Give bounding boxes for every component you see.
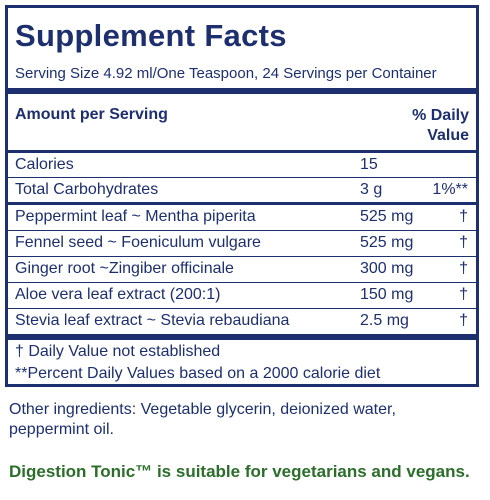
suitability-note: Digestion Tonic™ is suitable for vegetar…	[9, 462, 470, 481]
row-ginger: Ginger root ~Zingiber officinale 300 mg …	[8, 257, 476, 281]
footnote-dagger: † Daily Value not established	[15, 343, 221, 360]
row-name: Calories	[15, 156, 74, 173]
row-name: Ginger root ~Zingiber officinale	[15, 260, 234, 277]
row-rule	[8, 230, 476, 231]
row-rule	[8, 256, 476, 257]
row-amount: 150 mg	[360, 286, 414, 303]
row-dv: †	[459, 208, 468, 225]
row-dv: †	[459, 260, 468, 277]
header-amount-per-serving: Amount per Serving	[15, 106, 168, 123]
row-total-carbohydrates: Total Carbohydrates 3 g 1%**	[8, 178, 476, 202]
row-name: Total Carbohydrates	[15, 181, 159, 198]
divider-ingredients	[8, 202, 476, 205]
row-name: Stevia leaf extract ~ Stevia rebaudiana	[15, 312, 290, 329]
other-ingredients: Other ingredients: Vegetable glycerin, d…	[9, 401, 396, 438]
row-amount: 3 g	[360, 181, 383, 198]
row-stevia: Stevia leaf extract ~ Stevia rebaudiana …	[8, 309, 476, 333]
row-dv: †	[459, 312, 468, 329]
row-dv: †	[459, 234, 468, 251]
panel-title: Supplement Facts	[15, 18, 287, 53]
row-calories: Calories 15	[8, 153, 476, 177]
row-name: Fennel seed ~ Foeniculum vulgare	[15, 234, 261, 251]
footnote-percent: **Percent Daily Values based on a 2000 c…	[15, 365, 381, 382]
divider-thick-bottom	[8, 334, 476, 340]
row-amount: 2.5 mg	[360, 312, 409, 329]
header-daily-value: % Daily Value	[412, 106, 469, 146]
header-dv-line2: Value	[427, 127, 469, 144]
row-rule	[8, 308, 476, 309]
serving-info: Serving Size 4.92 ml/One Teaspoon, 24 Se…	[15, 65, 437, 82]
row-name: Aloe vera leaf extract (200:1)	[15, 286, 221, 303]
supplement-facts-panel: Supplement Facts Serving Size 4.92 ml/On…	[5, 5, 479, 387]
row-dv: †	[459, 286, 468, 303]
row-amount: 300 mg	[360, 260, 414, 277]
row-amount: 525 mg	[360, 208, 414, 225]
row-dv: 1%**	[432, 181, 468, 198]
row-amount: 15	[360, 156, 378, 173]
row-fennel: Fennel seed ~ Foeniculum vulgare 525 mg …	[8, 231, 476, 255]
row-name: Peppermint leaf ~ Mentha piperita	[15, 208, 256, 225]
row-rule	[8, 282, 476, 283]
divider-thick-top	[8, 88, 476, 94]
divider-header	[8, 150, 476, 153]
row-peppermint: Peppermint leaf ~ Mentha piperita 525 mg…	[8, 205, 476, 229]
row-aloe-vera: Aloe vera leaf extract (200:1) 150 mg †	[8, 283, 476, 307]
row-rule	[8, 177, 476, 178]
header-dv-line1: % Daily	[412, 107, 469, 124]
row-amount: 525 mg	[360, 234, 414, 251]
